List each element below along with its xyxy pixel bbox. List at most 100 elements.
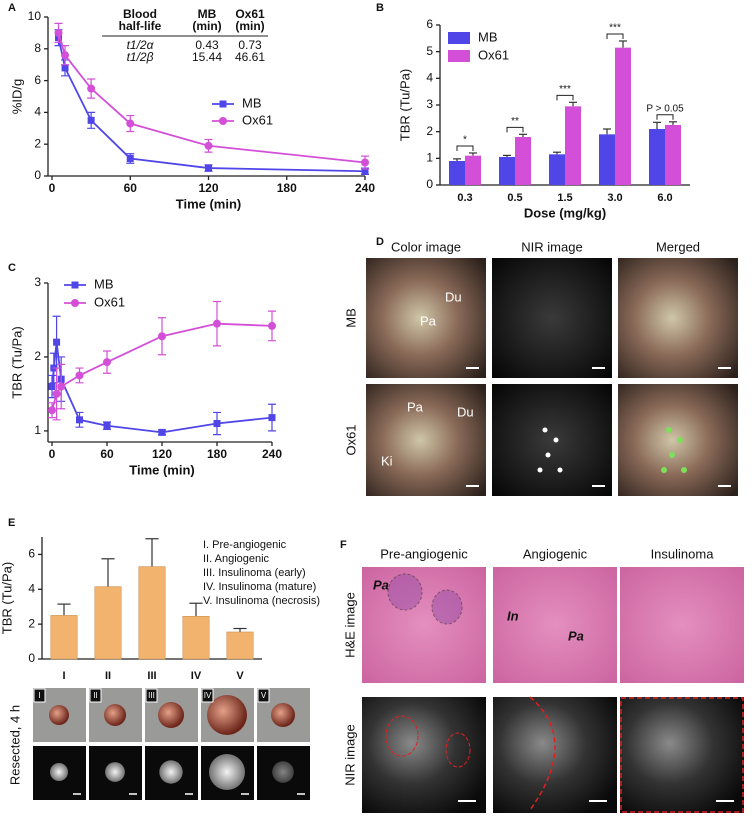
column-header: Color image [391, 239, 461, 254]
merged-spot [661, 467, 667, 473]
significance: *** [609, 23, 621, 34]
x-tick-label: 0.3 [457, 192, 472, 204]
x-tick-label: III [147, 670, 156, 682]
image [362, 567, 486, 683]
marker [48, 406, 56, 415]
y-tick-label: 1 [34, 423, 41, 437]
bar [665, 125, 681, 185]
table-header: MB [198, 7, 217, 21]
outline [385, 715, 419, 757]
image-label: Pa [420, 313, 437, 328]
marker [158, 428, 166, 436]
note: II. Angiogenic [203, 553, 270, 565]
x-axis-label: Time (min) [176, 196, 242, 211]
image [493, 567, 617, 683]
outline [445, 732, 471, 768]
y-tick-label: 2 [426, 124, 433, 138]
legend-swatch [448, 32, 470, 44]
bar [549, 154, 565, 185]
column-header: NIR image [521, 239, 582, 254]
merged-spot [681, 467, 687, 473]
significance: ** [511, 116, 519, 127]
y-tick-label: 0 [34, 168, 41, 182]
table-header: Blood [123, 7, 157, 21]
tumor [158, 702, 184, 728]
marker [158, 332, 166, 341]
x-tick-label: 0 [49, 181, 56, 195]
image [366, 384, 486, 496]
tumor-nir [50, 763, 68, 781]
marker [61, 64, 69, 72]
panel-label: A [8, 2, 16, 14]
y-tick-label: 0 [426, 177, 433, 191]
tile-label: IV [204, 691, 212, 700]
y-tick-label: 4 [34, 105, 41, 119]
column-header: Pre-angiogenic [380, 546, 468, 561]
tile-label: I [38, 691, 40, 700]
marker [268, 414, 276, 422]
bar [182, 615, 210, 660]
tumor [207, 695, 247, 735]
x-tick-label: 0.5 [507, 192, 522, 204]
marker [126, 119, 135, 128]
tile-label: V [261, 691, 267, 700]
table-cell: 0.73 [238, 38, 262, 52]
tumor [271, 703, 295, 727]
nir-spot [557, 467, 563, 473]
y-tick-label: 3 [34, 275, 41, 289]
marker [52, 389, 61, 398]
marker [103, 358, 111, 367]
x-tick-label: 60 [100, 447, 114, 461]
x-tick-label: 120 [152, 447, 172, 461]
marker [213, 319, 221, 328]
image-label: Pa [373, 577, 389, 592]
note: I. Pre-angiogenic [203, 539, 287, 551]
row-label: H&E image [342, 592, 357, 658]
outline [431, 589, 463, 625]
y-tick-label: 10 [28, 9, 42, 23]
image-label: Ki [381, 453, 393, 468]
bracket [656, 114, 674, 120]
outline [387, 573, 423, 611]
marker [53, 338, 61, 346]
legend-marker [71, 281, 79, 289]
note: V. Insulinoma (necrosis) [203, 595, 320, 607]
image-label: Du [445, 289, 462, 304]
y-tick-label: 6 [426, 17, 433, 31]
marker [103, 422, 111, 430]
marker [361, 167, 369, 175]
x-axis-label: Time (min) [129, 462, 195, 477]
marker [361, 158, 369, 167]
row-label: Ox61 [343, 424, 358, 455]
legend-swatch [448, 50, 470, 62]
bar [599, 134, 615, 185]
label-box [145, 688, 158, 703]
y-tick-label: 3 [426, 97, 433, 111]
label-box [257, 688, 270, 703]
marker [75, 371, 84, 380]
panel-label: D [376, 236, 384, 248]
x-tick-label: 6.0 [657, 192, 672, 204]
legend-label: Ox61 [478, 47, 509, 62]
marker [48, 383, 56, 391]
y-axis-label: TBR (Tu/Pa) [0, 562, 14, 634]
panel-label: C [8, 262, 16, 274]
column-header: Insulinoma [651, 546, 715, 561]
panel-label: E [8, 517, 15, 529]
marker [213, 420, 221, 428]
y-tick-label: 6 [28, 547, 35, 561]
x-tick-label: 120 [198, 181, 218, 195]
label-box [201, 688, 214, 703]
table-cell: 46.61 [235, 50, 265, 64]
merged-spot [677, 437, 683, 443]
bar [138, 566, 166, 660]
table-cell: t1/2α [127, 38, 155, 52]
bar [465, 155, 481, 185]
x-tick-label: 3.0 [607, 192, 622, 204]
marker [268, 321, 276, 330]
tumor-nir [105, 762, 125, 782]
marker [205, 164, 212, 172]
table-cell: t1/2β [127, 50, 154, 64]
marker [87, 116, 95, 124]
